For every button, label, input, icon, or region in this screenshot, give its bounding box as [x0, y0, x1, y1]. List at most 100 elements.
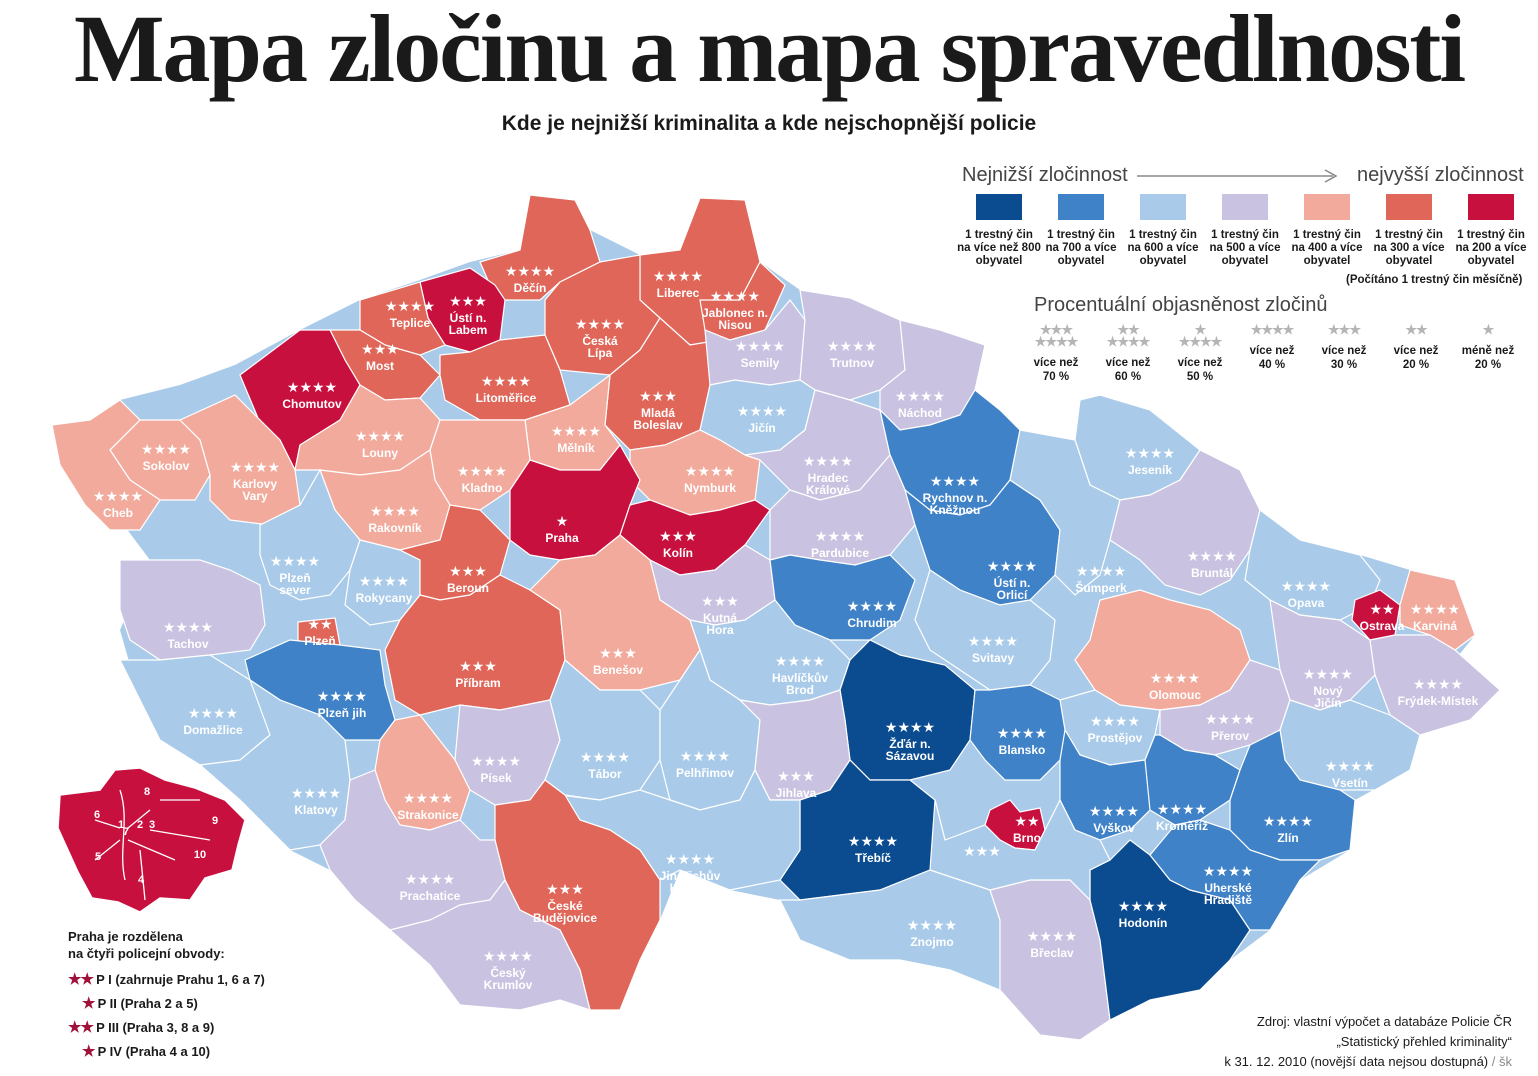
region-stars: ★★★★ — [580, 750, 630, 766]
praha-legend-title: Praha je rozdělena na čtyři policejní ob… — [68, 928, 225, 962]
region-label: Chrudim — [847, 616, 896, 630]
praha-district-number: 10 — [194, 849, 206, 861]
praha-inset-map: 6 8 1 2 3 9 5 10 4 7 — [57, 767, 246, 913]
region-label: Bruntál — [1191, 566, 1233, 580]
region-stars: ★★★★ — [471, 754, 521, 770]
praha-district-number: 7 — [123, 826, 129, 838]
region-label: Prachatice — [400, 889, 461, 903]
region-label: Břeclav — [1030, 946, 1074, 960]
region-stars: ★★★ — [459, 659, 497, 675]
praha-district-borders — [94, 789, 211, 901]
region-label: Zlín — [1277, 831, 1298, 845]
region-stars: ★★★ — [546, 882, 584, 898]
region-label: Kroměříž — [1156, 819, 1208, 833]
pct-stars: ★★★★ — [1034, 334, 1079, 349]
region-stars: ★★★★ — [1090, 714, 1140, 730]
pct-stars: ★ — [1194, 322, 1207, 337]
region-label: Přerov — [1211, 729, 1249, 743]
region-label: Příbram — [455, 676, 500, 690]
region-label: Děčín — [514, 281, 547, 295]
pct-line1: více než — [1249, 345, 1295, 357]
region-stars: ★★★★ — [1187, 549, 1237, 565]
region-tabor — [544, 658, 661, 801]
region-label: Domažlice — [183, 723, 243, 737]
region-stars: ★★ — [1369, 602, 1394, 618]
region-stars: ★★★★ — [895, 389, 945, 405]
region-stars: ★★★★ — [481, 374, 531, 390]
region-stars: ★★★ — [777, 769, 815, 785]
region-stars: ★★★★ — [848, 834, 898, 850]
region-label: Mělník — [557, 441, 595, 455]
pct-legend-item: ★★ více než 20 % — [1380, 322, 1452, 372]
pct-line2: 60 % — [1114, 371, 1142, 383]
region-label: Uherské Hradiště — [1204, 881, 1252, 907]
region-label: Znojmo — [910, 935, 953, 949]
region-label: Plzeň jih — [318, 706, 367, 720]
praha-district-number: 8 — [144, 786, 150, 798]
region-stars: ★★★★ — [735, 339, 785, 355]
region-stars: ★★★ — [659, 529, 697, 545]
region-stars: ★★★★ — [385, 299, 435, 315]
region-stars: ★★★★ — [270, 554, 320, 570]
legend-note: (Počítáno 1 trestný čin měsíčně) — [1346, 274, 1523, 286]
region-label: Rokycany — [356, 591, 413, 605]
region-vyskov — [1059, 728, 1161, 841]
region-label: Cheb — [103, 506, 133, 520]
pct-line2: 40 % — [1258, 359, 1286, 371]
region-label: Chomutov — [282, 397, 342, 411]
region-label: Vsetín — [1332, 776, 1368, 790]
pct-line2: 30 % — [1330, 359, 1358, 371]
pct-line2: 70 % — [1042, 371, 1070, 383]
region-stars: ★★★★ — [1205, 712, 1255, 728]
region-stars: ★★★ — [449, 564, 487, 580]
legend-swatch — [1140, 194, 1186, 220]
region-label: Most — [366, 359, 394, 373]
region-label: Beroun — [447, 581, 489, 595]
region-stars: ★★★★ — [188, 706, 238, 722]
region-stars: ★★★ — [361, 342, 399, 358]
region-label: Ústí n. Labem — [449, 310, 488, 337]
region-label: Blansko — [999, 743, 1046, 757]
pct-legend-item: ★ méně než 20 % — [1452, 323, 1524, 372]
region-region — [929, 798, 1111, 902]
region-stars: ★★★★ — [653, 269, 703, 285]
region-label: Brno — [1013, 831, 1041, 845]
region-label: České Budějovice — [533, 898, 597, 925]
pct-legend-item: ★★★ více než 30 % — [1308, 323, 1380, 372]
region-stars: ★★★★ — [737, 404, 787, 420]
pct-legend-item: ★★★★ více než 40 % — [1236, 323, 1308, 372]
region-stars: ★★★★ — [1263, 814, 1313, 830]
region-label: Vyškov — [1093, 821, 1135, 835]
praha-legend-row: ★★ P I (zahrnuje Prahu 1, 6 a 7) — [68, 970, 265, 988]
region-tachov — [119, 559, 266, 661]
region-stars: ★★ — [1014, 814, 1039, 830]
praha-district-number: 3 — [149, 819, 155, 831]
region-stars: ★★★★ — [230, 460, 280, 476]
praha-legend-stars: ★★ — [68, 971, 97, 988]
region-label: Jindřichův Hradec — [660, 869, 721, 895]
region-stars: ★★★★ — [1150, 671, 1200, 687]
region-stars: ★★★★ — [1303, 667, 1353, 683]
region-label: Kolín — [663, 546, 693, 560]
region-stars: ★★★★ — [370, 504, 420, 520]
region-stars: ★★★★ — [1410, 602, 1460, 618]
page-subtitle: Kde je nejnižší kriminalita a kde nejsch… — [501, 112, 1037, 135]
source-line3: k 31. 12. 2010 (novější data nejsou dost… — [1224, 1054, 1489, 1069]
region-stars: ★★★ — [639, 389, 677, 405]
region-stars: ★★★★ — [680, 749, 730, 765]
pct-line1: více než — [1033, 357, 1079, 369]
region-frydek-mistek — [1369, 634, 1501, 736]
pct-legend-item: ★★★ ★★★★ více než 70 % — [1020, 323, 1092, 384]
region-stars: ★★★★ — [885, 720, 935, 736]
region-label: Nový Jičín — [1313, 684, 1343, 710]
legend-swatch-label: 1 trestný čin na 600 a více obyvatel — [1127, 229, 1199, 267]
praha-district-number: 1 — [118, 819, 124, 831]
pct-line1: více než — [1105, 357, 1151, 369]
source-line2: „Statistický přehled kriminality“ — [1336, 1034, 1512, 1049]
region-stars: ★★★★ — [141, 442, 191, 458]
region-trutnov — [799, 289, 906, 401]
pct-stars: ★★ — [1405, 322, 1427, 337]
praha-legend-text: P IV (Praha 4 a 10) — [97, 1044, 211, 1059]
region-label: Strakonice — [397, 808, 459, 822]
region-label: Opava — [1288, 596, 1325, 610]
